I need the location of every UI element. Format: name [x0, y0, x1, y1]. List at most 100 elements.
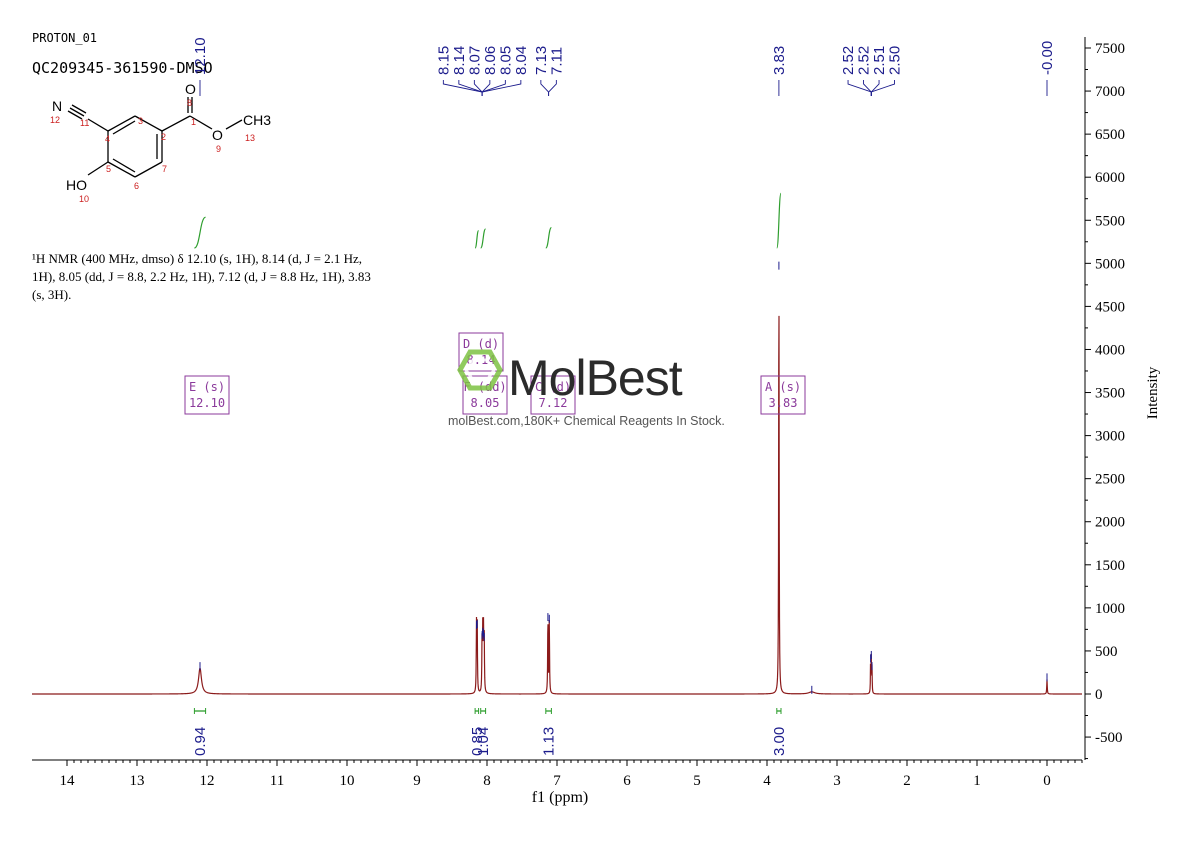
- peak-shift-label: 12.10: [192, 37, 209, 75]
- nmr-description-line: 1H), 8.05 (dd, J = 8.8, 2.2 Hz, 1H), 7.1…: [32, 269, 371, 284]
- atom-number: 5: [106, 164, 111, 174]
- atom-symbol: O: [212, 127, 223, 143]
- multiplet-box: [462, 375, 508, 415]
- spectrum-layer: [32, 261, 1082, 695]
- multiplet-label: A (s): [765, 380, 801, 394]
- peak-shift-label: 8.15: [435, 46, 452, 75]
- watermark-brand: MolBest: [508, 350, 683, 406]
- spectrum-trace: [32, 315, 1082, 695]
- peak-label-layer: 12.10 8.158.148.078.068.058.04 7.137.11 3.8…: [192, 37, 1056, 96]
- peak-shift-label: 7.11: [548, 47, 565, 75]
- y-tick-label: 3500: [1095, 386, 1125, 402]
- structure-labels: N 12 11 4 3 2 1 O 8 O 9 CH3 13 7 6 5 HO …: [50, 81, 271, 204]
- peak-label-connector: [863, 80, 872, 96]
- y-tick-label: 1000: [1095, 601, 1125, 617]
- atom-number: 13: [245, 133, 255, 143]
- sample-id: QC209345-361590-DMSO: [32, 59, 213, 77]
- multiplet-layer: E (s)12.10D (d)8.14F (dd)8.05C (d)7.12A …: [184, 332, 806, 415]
- multiplet-shift: 12.10: [189, 396, 225, 410]
- y-tick-label: 5500: [1095, 213, 1125, 229]
- x-tick-label: 5: [693, 773, 701, 789]
- multiplet-box: [530, 375, 576, 415]
- atom-number: 3: [138, 116, 143, 126]
- integral-curve-layer: [194, 192, 782, 249]
- atom-number: 6: [134, 181, 139, 191]
- y-tick-label: 4000: [1095, 342, 1125, 358]
- chemical-structure: [67, 97, 243, 178]
- y-tick-label: 5000: [1095, 256, 1125, 272]
- x-tick-label: 1: [973, 773, 981, 789]
- y-tick-label: 7500: [1095, 41, 1125, 57]
- y-tick-label: 500: [1095, 644, 1118, 660]
- watermark: MolBest molBest.com,180K+ Chemical Reage…: [448, 349, 725, 428]
- peak-shift-label: 3.83: [771, 46, 788, 75]
- peak-label-connector: [442, 80, 483, 96]
- atom-number: 2: [161, 132, 166, 142]
- peak-shift-label: 8.07: [466, 46, 483, 75]
- x-tick-label: 4: [763, 773, 771, 789]
- atom-symbol: O: [185, 81, 196, 97]
- multiplet-shift: 8.05: [471, 396, 500, 410]
- integral-curve: [776, 192, 782, 249]
- x-tick-label: 14: [60, 773, 76, 789]
- peak-shift-label: 2.52: [856, 46, 873, 75]
- x-tick-label: 12: [200, 773, 215, 789]
- nmr-description-line: ¹H NMR (400 MHz, dmso) δ 12.10 (s, 1H), …: [32, 251, 362, 266]
- experiment-label: PROTON_01: [32, 31, 97, 45]
- x-tick-label: 11: [270, 773, 284, 789]
- x-tick-label: 2: [903, 773, 911, 789]
- peak-shift-label: 2.52: [840, 46, 857, 75]
- peak-label-connector: [481, 80, 491, 96]
- y-tick-label: 2000: [1095, 515, 1125, 531]
- y-axis-title: Intensity: [1145, 366, 1161, 419]
- peak-shift-label: 8.06: [482, 46, 499, 75]
- watermark-tagline: molBest.com,180K+ Chemical Reagents In S…: [448, 414, 725, 428]
- x-tick-label: 3: [833, 773, 841, 789]
- integral-curve: [194, 216, 206, 249]
- multiplet-box: [458, 332, 504, 372]
- integral-curve: [474, 230, 480, 249]
- x-tick-label: 7: [553, 773, 561, 789]
- atom-number: 9: [216, 144, 221, 154]
- y-tick-label: -500: [1095, 730, 1123, 746]
- y-tick-label: 7000: [1095, 84, 1125, 100]
- atom-number: 11: [80, 118, 89, 128]
- peak-label-connector: [473, 80, 483, 96]
- multiplet-box: [184, 375, 230, 415]
- y-tick-label: 6000: [1095, 170, 1125, 186]
- peak-shift-label: 7.13: [533, 46, 550, 75]
- multiplet-shift: 7.12: [539, 396, 568, 410]
- nmr-description-line: (s, 3H).: [32, 287, 71, 302]
- x-tick-label: 8: [483, 773, 491, 789]
- integral-curve: [545, 226, 552, 249]
- y-tick-label: 6500: [1095, 127, 1125, 143]
- integral-value: 1.13: [541, 727, 558, 756]
- atom-symbol: N: [52, 98, 62, 114]
- atom-number: 12: [50, 115, 60, 125]
- multiplet-box: [760, 375, 806, 415]
- multiplet-label: E (s): [189, 380, 225, 394]
- x-tick-label: 6: [623, 773, 631, 789]
- y-tick-label: 3000: [1095, 429, 1125, 445]
- atom-number: 1: [191, 117, 196, 127]
- multiplet-label: C (d): [535, 380, 571, 394]
- peak-label-connector: [548, 80, 557, 96]
- integral-label-layer: 0.94 0.851.04 1.13 3.00: [192, 708, 788, 756]
- integral-value: 0.85: [469, 727, 486, 756]
- multiplet-shift: 3.83: [769, 396, 798, 410]
- peak-label-connector: [540, 80, 550, 96]
- peak-label-connector: [870, 80, 895, 96]
- peak-label-connector: [870, 80, 880, 96]
- integral-curve: [480, 228, 487, 249]
- hexagon-logo-icon: [457, 349, 503, 391]
- x-tick-label: 9: [413, 773, 421, 789]
- peak-shift-label: -0.00: [1039, 41, 1056, 75]
- multiplet-label: D (d): [463, 337, 499, 351]
- y-tick-label: 4500: [1095, 299, 1125, 315]
- y-tick-label: 0: [1095, 687, 1103, 703]
- peak-shift-label: 8.14: [451, 46, 468, 75]
- x-tick-label: 13: [130, 773, 145, 789]
- peak-shift-label: 8.04: [513, 46, 530, 75]
- x-tick-label: 10: [340, 773, 355, 789]
